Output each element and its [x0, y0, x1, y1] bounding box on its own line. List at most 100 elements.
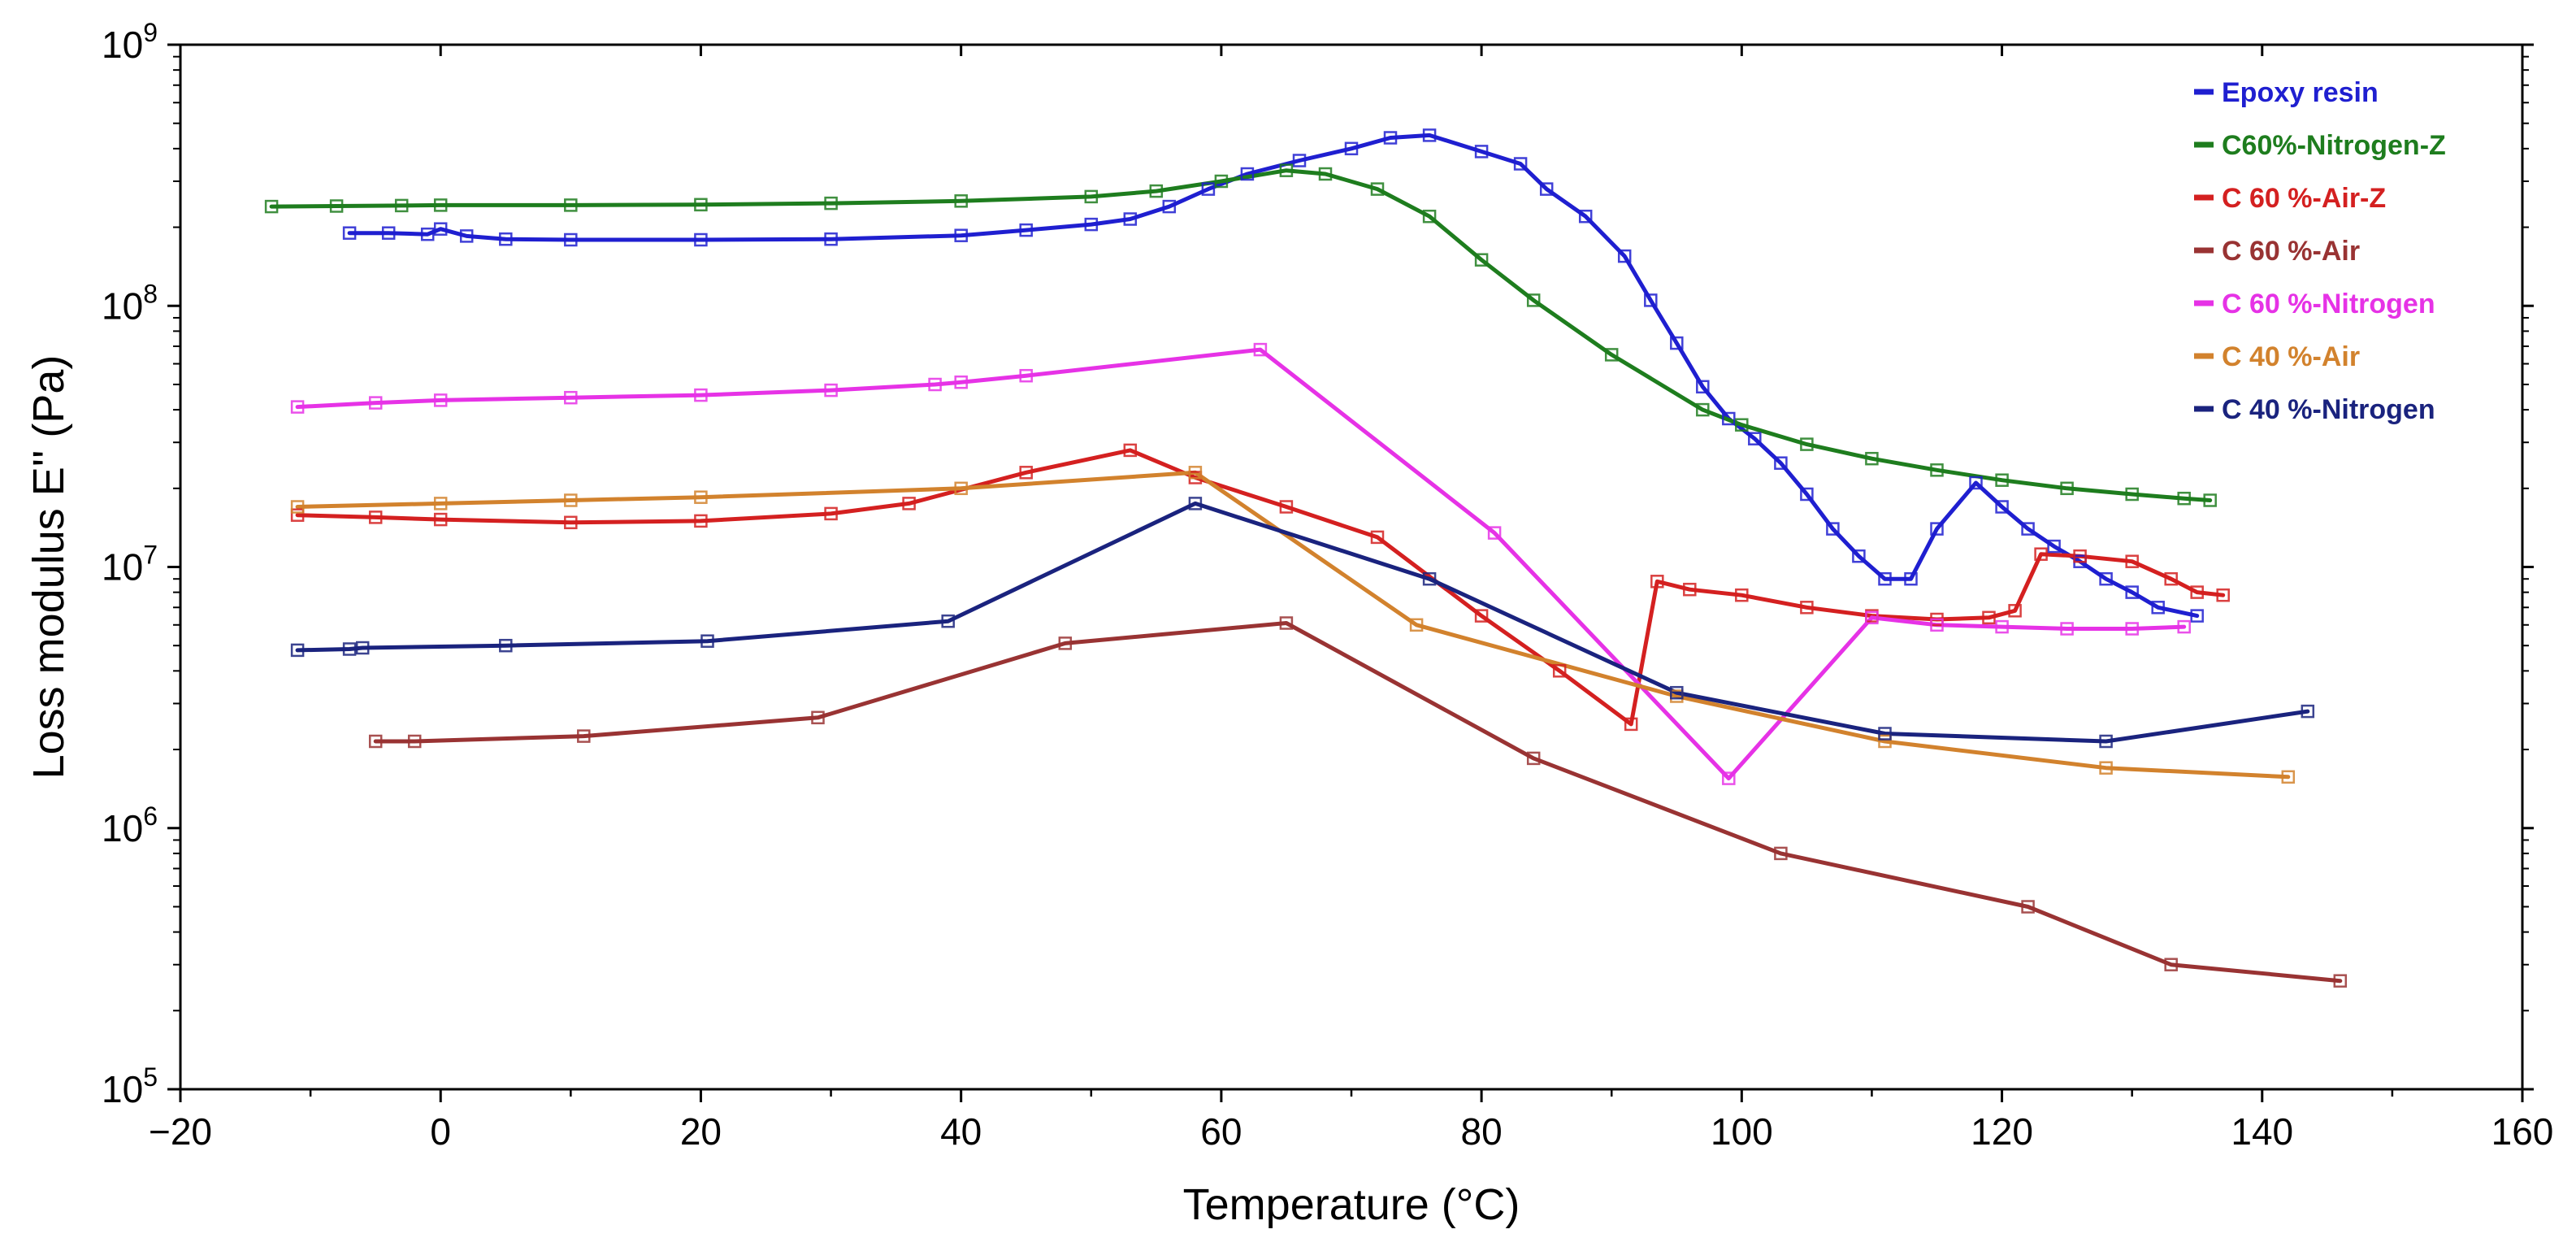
data-point [290, 400, 305, 414]
data-point [1188, 466, 1203, 480]
data-point [1696, 402, 1710, 417]
data-point [1474, 609, 1489, 623]
data-point [433, 393, 448, 407]
data-point [1292, 154, 1307, 167]
data-point [2203, 493, 2217, 507]
data-point [1995, 473, 2009, 487]
data-point [1735, 418, 1749, 432]
data-point [290, 643, 305, 658]
data-point [2073, 549, 2087, 563]
data-point [1670, 336, 1684, 350]
series-line-epoxy-resin [347, 132, 2200, 619]
data-point [1019, 223, 1033, 237]
data-point [2125, 554, 2139, 568]
data-point [928, 377, 942, 392]
data-point [1162, 199, 1177, 214]
data-point [2177, 619, 2191, 634]
data-point [368, 734, 383, 749]
data-point [824, 196, 838, 211]
data-point [902, 497, 916, 510]
data-point [1852, 549, 1866, 563]
data-point [1578, 209, 1593, 224]
data-point [1123, 212, 1138, 226]
data-point [394, 198, 409, 213]
data-point [954, 481, 968, 496]
data-point [954, 194, 968, 208]
data-point [2190, 609, 2204, 623]
data-point [1865, 451, 1879, 466]
x-tick-label: 80 [1461, 1110, 1503, 1153]
data-point [2099, 571, 2113, 586]
data-point [2151, 601, 2165, 615]
y-tick-label: 105 [102, 1062, 158, 1110]
data-point [433, 512, 448, 527]
legend-label-c-60-air-z: C 60 %-Air-Z [2222, 183, 2386, 214]
data-point [329, 199, 344, 213]
x-tick-label: 60 [1200, 1110, 1242, 1153]
data-point [577, 729, 591, 743]
data-point [1995, 500, 2009, 514]
data-point [1214, 174, 1229, 189]
y-tick-label: 109 [102, 18, 158, 66]
data-point [1722, 771, 1736, 785]
data-point [1084, 217, 1099, 232]
data-point [433, 222, 448, 236]
data-point [694, 198, 708, 212]
data-point [2021, 522, 2035, 536]
data-point [1617, 249, 1632, 263]
data-point [2021, 900, 2035, 914]
axis-ticks: −20 0 20 40 60 80 100 120 140 160 105 106 107 108 109 [102, 18, 2553, 1153]
data-point [1650, 575, 1664, 589]
data-point [1526, 293, 1541, 307]
data-point [1930, 618, 1944, 632]
series-line-c-60-air [373, 621, 2343, 984]
data-point [2099, 734, 2113, 749]
data-point [2177, 491, 2191, 506]
data-point [1123, 443, 1138, 458]
data-point [1253, 342, 1268, 357]
data-point [1865, 610, 1879, 625]
data-point [1383, 131, 1398, 145]
data-point [1370, 530, 1385, 545]
data-point [1878, 571, 1892, 586]
x-tick-label: 120 [1971, 1110, 2033, 1153]
data-point [1696, 380, 1710, 394]
data-point [2125, 487, 2139, 502]
data-point [1279, 163, 1294, 177]
data-point [564, 390, 578, 405]
data-point [2281, 770, 2296, 784]
data-point [954, 228, 968, 242]
series-line-c60-nitrogen-z [269, 168, 2213, 502]
data-point [1969, 476, 1983, 490]
data-point [694, 232, 708, 247]
data-point [1422, 571, 1437, 586]
data-point [407, 734, 422, 749]
data-point [2125, 585, 2139, 599]
data-point [1188, 497, 1203, 510]
data-point [355, 641, 370, 655]
data-point [1982, 610, 1996, 625]
data-point [1201, 182, 1216, 196]
series-lines [269, 132, 2343, 984]
legend-label-c-60-nitrogen: C 60 %-Nitrogen [2222, 289, 2435, 319]
data-point [1826, 522, 1840, 536]
legend-label-c-40-nitrogen: C 40 %-Nitrogen [2222, 394, 2435, 425]
data-point [694, 388, 708, 402]
data-point [564, 198, 578, 212]
data-point [824, 232, 838, 246]
data-point [954, 375, 968, 389]
data-point [2125, 622, 2139, 636]
data-point [1552, 664, 1567, 678]
data-point [1683, 582, 1697, 597]
data-point [1878, 727, 1892, 741]
data-point [1904, 571, 1918, 586]
legend-label-c60-nitrogen-z: C60%-Nitrogen-Z [2222, 130, 2446, 161]
legend: Epoxy resin C60%-Nitrogen-Z C 60 %-Air-Z C … [2194, 77, 2446, 425]
data-point [1240, 167, 1255, 181]
data-point [1344, 141, 1359, 156]
data-point [694, 514, 708, 528]
data-point [1930, 463, 1944, 477]
data-point [2190, 585, 2204, 599]
data-point [824, 383, 838, 397]
data-point [1800, 437, 1814, 451]
